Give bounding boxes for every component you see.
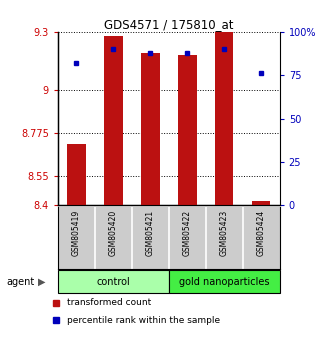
Bar: [169, 270, 280, 293]
Title: GDS4571 / 175810_at: GDS4571 / 175810_at: [104, 18, 234, 31]
Text: GSM805422: GSM805422: [183, 210, 192, 256]
Text: ▶: ▶: [38, 276, 46, 287]
Bar: [252, 201, 270, 205]
Bar: [58, 270, 169, 293]
Text: agent: agent: [7, 276, 35, 287]
Text: GSM805421: GSM805421: [146, 210, 155, 256]
Text: transformed count: transformed count: [67, 298, 152, 307]
Text: gold nanoparticles: gold nanoparticles: [179, 276, 269, 287]
Text: GSM805423: GSM805423: [220, 210, 229, 256]
Text: GSM805424: GSM805424: [257, 210, 266, 256]
Text: control: control: [97, 276, 130, 287]
Bar: [141, 53, 160, 205]
Bar: [67, 144, 86, 205]
Text: GSM805420: GSM805420: [109, 210, 118, 256]
Bar: [178, 55, 197, 205]
Text: GSM805419: GSM805419: [72, 210, 81, 256]
Bar: [215, 32, 233, 205]
Text: percentile rank within the sample: percentile rank within the sample: [67, 316, 220, 325]
Bar: [104, 36, 122, 205]
